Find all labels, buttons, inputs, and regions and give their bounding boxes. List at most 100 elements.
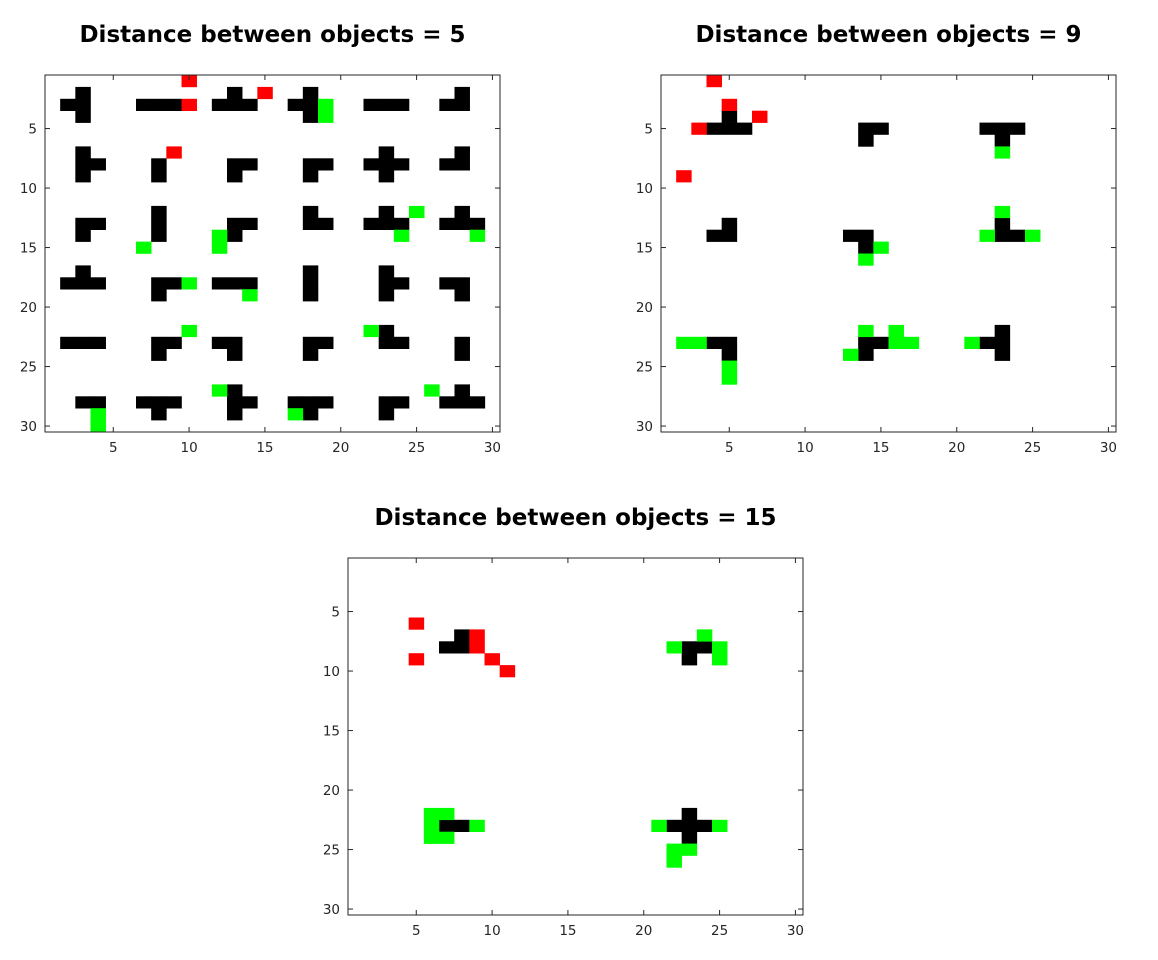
- obstacle-cell: [151, 205, 167, 219]
- green-cell: [469, 819, 485, 832]
- obstacle-cell: [166, 396, 182, 409]
- obstacle-cell: [1009, 229, 1026, 242]
- obstacle-cell: [378, 158, 395, 171]
- obstacle-cell: [393, 217, 410, 230]
- obstacle-cell: [166, 277, 182, 290]
- green-cell: [964, 336, 980, 349]
- green-cell: [666, 641, 682, 654]
- obstacle-cell: [378, 396, 395, 409]
- obstacle-cell: [696, 819, 713, 832]
- x-tick-label: 25: [1024, 440, 1041, 456]
- obstacle-cell: [227, 170, 243, 183]
- green-cell: [666, 843, 682, 856]
- obstacle-cell: [681, 641, 698, 654]
- obstacle-cell: [363, 98, 379, 111]
- obstacle-cell: [227, 217, 243, 230]
- obstacle-cell: [75, 110, 91, 123]
- green-cell: [712, 641, 728, 654]
- plot-area: [347, 557, 804, 916]
- obstacle-cell: [302, 110, 319, 123]
- red-cell: [408, 653, 425, 666]
- green-cell: [858, 253, 874, 266]
- obstacle-cell: [151, 158, 167, 171]
- red-cell: [469, 629, 485, 642]
- obstacle-cell: [994, 348, 1011, 361]
- subplot-2: Distance between objects = 9 5 10 15 20 25 30 5…: [636, 22, 1117, 456]
- obstacle-cell: [681, 807, 698, 821]
- obstacle-cell: [363, 217, 379, 230]
- obstacle-cell: [469, 396, 486, 409]
- obstacle-cell: [60, 98, 76, 111]
- obstacle-cell: [90, 217, 106, 230]
- plot-border: [347, 557, 804, 916]
- y-tick-label: 10: [636, 181, 653, 197]
- obstacle-cell: [858, 241, 874, 254]
- obstacle-cell: [378, 336, 395, 349]
- obstacle-cell: [151, 289, 167, 302]
- green-cell: [318, 110, 334, 123]
- obstacle-cell: [75, 86, 91, 100]
- obstacle-cell: [454, 86, 470, 100]
- x-tick-label: 15: [256, 440, 273, 456]
- obstacle-cell: [227, 384, 243, 397]
- obstacle-cell: [706, 336, 722, 349]
- y-tick-label: 20: [636, 300, 653, 316]
- obstacle-cell: [378, 205, 395, 219]
- obstacle-cell: [302, 158, 319, 171]
- x-tick-label: 15: [559, 923, 576, 939]
- x-tick-label: 25: [711, 923, 728, 939]
- green-cell: [994, 146, 1011, 159]
- obstacle-cell: [227, 408, 243, 421]
- red-cell: [166, 146, 182, 159]
- green-cell: [696, 629, 713, 642]
- green-cell: [363, 324, 379, 338]
- green-cell: [712, 819, 728, 832]
- x-tick-label: 25: [408, 440, 425, 456]
- obstacle-cell: [151, 277, 167, 290]
- green-cell: [721, 360, 738, 373]
- green-cell: [979, 229, 995, 242]
- x-tick-label: 5: [109, 440, 118, 456]
- obstacle-cell: [721, 217, 738, 230]
- subplot-3: Distance between objects = 15 5 10 15 20 25 30…: [323, 505, 804, 939]
- green-cell: [676, 336, 692, 349]
- obstacle-cell: [721, 110, 738, 123]
- obstacle-cell: [318, 336, 334, 349]
- x-tick-label: 30: [484, 440, 501, 456]
- green-cell: [691, 336, 707, 349]
- obstacle-cell: [302, 336, 319, 349]
- obstacle-cell: [363, 158, 379, 171]
- subplot-1-title: Distance between objects = 5: [79, 22, 465, 48]
- red-cell: [257, 86, 273, 100]
- y-tick-label: 25: [20, 360, 37, 376]
- obstacle-cell: [242, 396, 258, 409]
- obstacle-cell: [318, 217, 334, 230]
- x-tick-label: 5: [725, 440, 734, 456]
- obstacle-cell: [454, 98, 470, 111]
- obstacle-cell: [439, 819, 455, 832]
- y-tick-label: 20: [323, 783, 340, 799]
- green-cell: [888, 324, 904, 338]
- obstacle-cell: [136, 98, 152, 111]
- green-cell: [666, 855, 682, 868]
- obstacle-cell: [706, 122, 722, 135]
- obstacle-cell: [454, 146, 470, 159]
- obstacle-cell: [302, 98, 319, 111]
- green-cell: [287, 408, 304, 421]
- obstacle-cell: [873, 336, 889, 349]
- red-cell: [181, 98, 197, 111]
- obstacle-cell: [227, 86, 243, 100]
- obstacle-cell: [302, 217, 319, 230]
- obstacle-cell: [75, 265, 91, 278]
- obstacle-cell: [151, 170, 167, 183]
- green-cell: [1025, 229, 1041, 242]
- green-cell: [424, 384, 440, 397]
- obstacle-cell: [302, 86, 319, 100]
- y-tick-label: 30: [636, 419, 653, 435]
- green-cell: [721, 372, 738, 385]
- obstacle-cell: [454, 205, 470, 219]
- green-cell: [903, 336, 920, 349]
- obstacle-cell: [858, 229, 874, 242]
- plot-area: [44, 74, 501, 433]
